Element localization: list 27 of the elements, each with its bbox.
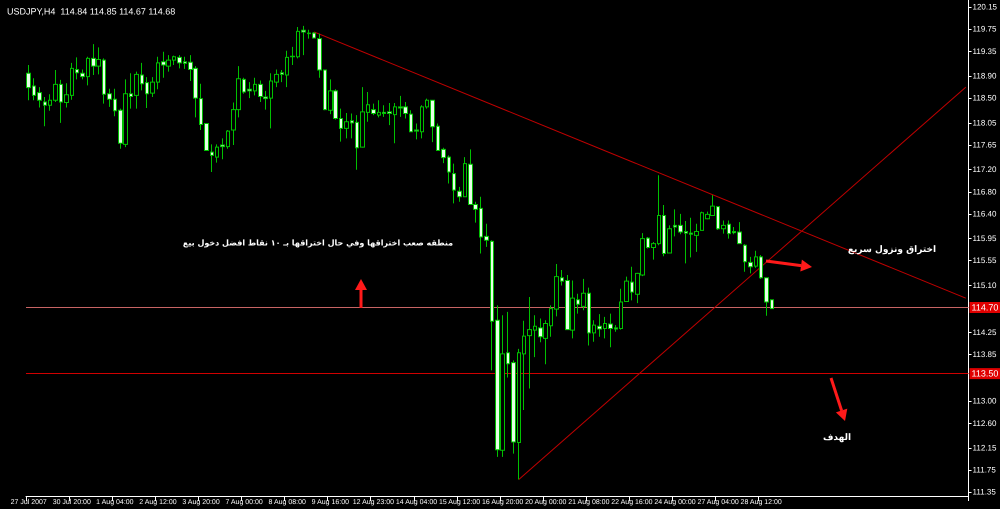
y-tick-label: 120.15 [972,2,998,12]
y-tick-label: 112.60 [972,418,997,428]
ref-line-label: 114.70 [972,302,998,313]
y-tick-label: 118.90 [972,72,997,81]
annotation: الهدف [822,433,852,443]
y-tick-label: 111.35 [972,488,996,497]
candlestick [452,163,456,204]
y-tick-label: 114.25 [972,328,997,337]
y-tick-label: 117.20 [972,165,997,174]
annotation: اختراق ونزول سريع [848,245,936,255]
ref-line-label: 113.50 [972,368,998,379]
y-tick-label: 116.80 [972,187,997,196]
y-tick-label: 112.15 [972,444,997,453]
y-tick-label: 113.00 [972,396,997,406]
y-tick-label: 111.75 [972,466,996,475]
text: USDJPY,H4 114.84 114.85 114.67 114.68 [7,6,176,16]
y-tick-label: 119.75 [972,24,997,34]
annotation: منطقه صعب اختراقها وفي حال اختراقها بـ ١٠ نقاط افضل دخول بيع [182,238,454,248]
y-tick-label: 115.10 [972,280,997,290]
y-tick-label: 115.95 [972,234,997,244]
y-tick-label: 115.55 [972,256,997,266]
y-tick-label: 118.05 [972,118,997,128]
y-tick-label: 119.35 [972,46,997,56]
y-tick-label: 113.85 [972,350,997,359]
y-tick-label: 117.65 [972,140,997,150]
y-tick-label: 116.40 [972,209,997,218]
y-tick-label: 118.50 [972,94,997,103]
